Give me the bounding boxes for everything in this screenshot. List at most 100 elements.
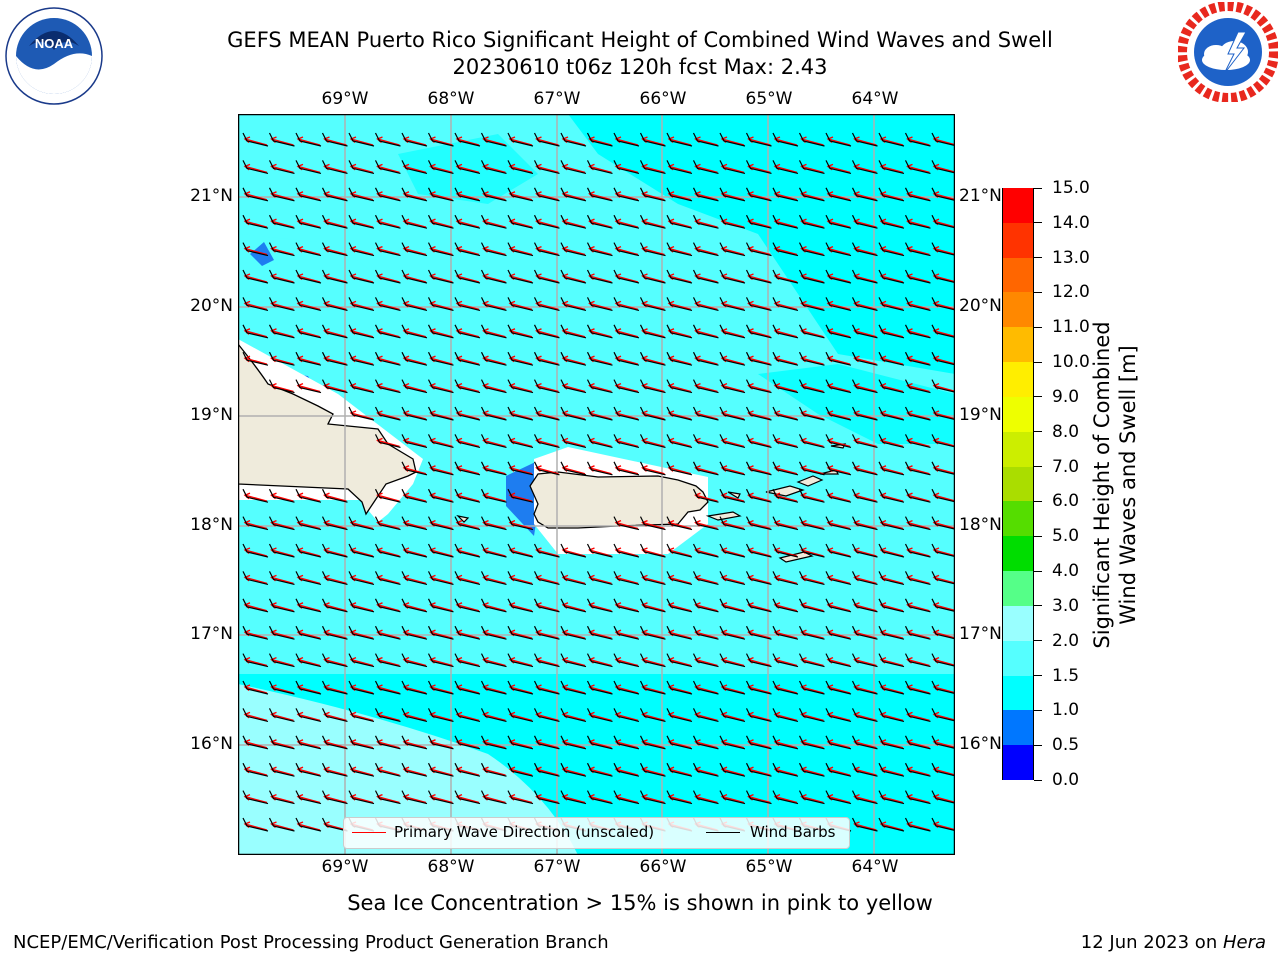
lon-tick-bottom: 66°W [639, 857, 687, 877]
wind-barb [374, 790, 401, 805]
wind-barb [533, 379, 560, 394]
wave-direction-arrow [324, 576, 347, 585]
wave-direction-arrow [509, 604, 533, 612]
wave-direction-arrow [456, 467, 480, 475]
wave-direction-arrow [801, 384, 824, 393]
wave-direction-arrow [827, 604, 851, 612]
wind-barb [613, 434, 640, 448]
wind-barb [613, 516, 640, 531]
wind-barb [825, 598, 852, 613]
wind-barb [348, 790, 375, 805]
wind-barb [374, 160, 401, 174]
wind-barb [268, 324, 295, 339]
wave-direction-arrow [377, 521, 400, 530]
wind-barb [321, 214, 348, 229]
wave-direction-arrow [297, 549, 321, 557]
wind-barb [454, 242, 481, 257]
wind-barb [904, 406, 931, 421]
wave-direction-arrow [350, 576, 374, 585]
wave-direction-arrow [589, 686, 612, 694]
wave-direction-arrow [854, 357, 877, 365]
wave-direction-arrow [695, 686, 718, 694]
wave-direction-arrow [721, 604, 745, 612]
wind-barb [427, 351, 454, 366]
wave-direction-arrow [801, 521, 824, 530]
wave-direction-arrow [297, 631, 321, 639]
wind-barb [613, 187, 640, 202]
wave-direction-arrow [827, 384, 851, 393]
wind-barb [825, 187, 852, 202]
wind-barb [692, 297, 719, 311]
wave-direction-arrow [403, 576, 427, 585]
wave-direction-arrow [324, 302, 347, 311]
wind-barb [639, 297, 666, 311]
wave-direction-arrow [509, 467, 533, 475]
wave-direction-arrow [695, 631, 718, 639]
wave-direction-arrow [271, 768, 294, 776]
wind-barb [692, 708, 719, 722]
wave-direction-arrow [615, 795, 639, 804]
wave-direction-arrow [748, 768, 771, 776]
wind-barb [772, 160, 799, 174]
wave-direction-arrow [589, 604, 612, 612]
wave-direction-arrow [748, 384, 771, 393]
wind-barb [904, 516, 931, 531]
wave-direction-arrow [297, 302, 321, 311]
wave-direction-arrow [244, 823, 268, 831]
wave-direction-arrow [615, 357, 639, 365]
wave-direction-arrow [801, 247, 824, 256]
wind-barb [454, 488, 481, 503]
wind-barb [745, 680, 772, 695]
wind-barb [295, 598, 322, 613]
colorbar-tick-mark [1034, 431, 1042, 433]
wind-barb [348, 625, 375, 640]
wind-barb [825, 242, 852, 257]
wind-barb [242, 708, 269, 722]
wind-barb [242, 598, 269, 613]
wave-direction-arrow [642, 768, 665, 776]
wind-barb [825, 379, 852, 394]
wind-barb [427, 543, 454, 558]
colorbar-tick-label: 0.5 [1052, 735, 1080, 756]
wave-direction-arrow [933, 439, 955, 447]
wind-barb [772, 735, 799, 750]
wave-direction-arrow [483, 741, 506, 749]
wind-barb [931, 680, 955, 695]
wind-barb [401, 680, 428, 695]
wave-direction-arrow [721, 521, 745, 530]
wind-barb [507, 735, 534, 750]
colorbar-tick-mark [1034, 326, 1042, 328]
wind-barb [692, 625, 719, 640]
footer-credit: NCEP/EMC/Verification Post Processing Pr… [13, 932, 609, 953]
wind-barb [878, 598, 905, 613]
wave-direction-arrow [324, 713, 347, 722]
wind-barb [268, 735, 295, 750]
wind-barb [401, 379, 428, 394]
wave-direction-arrow [801, 713, 824, 722]
wave-direction-arrow [324, 357, 347, 365]
lon-tick-bottom: 69°W [321, 857, 369, 877]
wind-barb [454, 269, 481, 284]
wave-direction-arrow [456, 713, 480, 722]
wind-barb [904, 269, 931, 284]
wave-direction-arrow [668, 521, 692, 530]
wave-direction-arrow [642, 247, 665, 256]
wind-barb [480, 571, 507, 585]
lon-tick-bottom: 65°W [745, 857, 793, 877]
wind-barb [851, 625, 878, 640]
wind-barb [745, 214, 772, 229]
wind-barb [666, 297, 693, 311]
wave-direction-arrow [271, 713, 294, 722]
wave-direction-arrow [854, 686, 877, 694]
wind-barb [586, 379, 613, 394]
wind-barb [692, 790, 719, 805]
wind-barb [692, 269, 719, 284]
wind-barb [480, 735, 507, 750]
wind-barb [401, 242, 428, 257]
wave-direction-arrow [562, 686, 586, 694]
legend-wind-barbs: Wind Barbs [750, 823, 836, 841]
wind-barb [401, 297, 428, 311]
wave-direction-arrow [668, 658, 692, 667]
wind-barb [533, 406, 560, 421]
wind-barb [851, 735, 878, 750]
